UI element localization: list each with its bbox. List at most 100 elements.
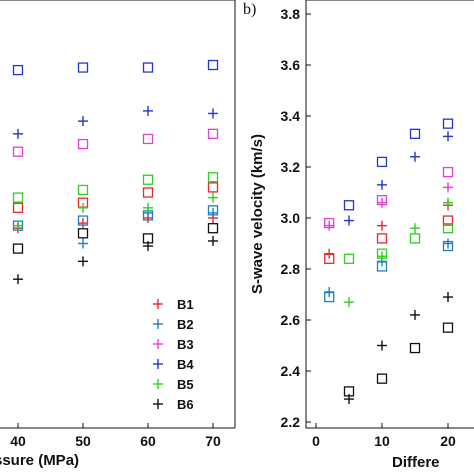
panel-a-point-square-b1 <box>12 202 24 213</box>
legend-item-b4: B4 <box>153 357 194 372</box>
panel-b-point-square-b4 <box>409 128 421 140</box>
panel-a-point-square-b5 <box>142 174 154 185</box>
legend-label-b3: B3 <box>177 337 194 352</box>
panel-a-point-square-b6 <box>12 243 24 254</box>
legend-label-b5: B5 <box>177 377 194 392</box>
legend-label-b1: B1 <box>177 297 194 312</box>
panel-a-axes: 40 50 60 70 ssure (MPa) <box>0 0 236 469</box>
panel-b-point-plus-b1 <box>377 220 387 231</box>
panel-a-point-plus-b6 <box>143 241 153 252</box>
panel-b-point-plus-b6 <box>443 292 453 303</box>
panel-b-point-square-b6 <box>409 342 421 354</box>
panel-b-point-square-b4 <box>376 156 388 168</box>
panel-b-point-plus-b6 <box>344 394 354 405</box>
panel-a-legend: B1 B2 B3 B4 B5 B6 <box>153 297 194 412</box>
panel-b-point-square-b1 <box>376 233 388 244</box>
panel-b-point-square-b1 <box>442 215 454 226</box>
panel-b-label: b) <box>243 1 256 18</box>
panel-a-point-square-b3 <box>12 146 24 157</box>
panel-b-x-tick-label: 10 <box>374 433 390 449</box>
panel-a-points <box>12 59 219 285</box>
panel-b-y-tick-label: 2.4 <box>281 363 301 379</box>
panel-b-point-plus-b4 <box>377 179 387 190</box>
legend-marker-b3 <box>153 339 163 349</box>
panel-b-x-ticks: 0 10 20 <box>312 423 456 449</box>
panel-b-frame <box>305 0 474 429</box>
panel-b-point-plus-b4 <box>410 151 420 162</box>
panel-b-axes: 2.2 2.4 2.6 2.8 3.0 3.2 3.4 3.6 3.8 0 10 20 S-wave… <box>249 0 474 471</box>
legend-marker-b2 <box>153 319 163 329</box>
panel-b-x-axis-label: Differe <box>392 454 440 471</box>
panel-a-x-tick-label: 60 <box>140 433 156 449</box>
panel-a-point-square-b3 <box>207 128 219 140</box>
panel-b-point-square-b4 <box>442 118 454 129</box>
panel-a-point-plus-b5 <box>13 220 23 231</box>
panel-b-y-tick-label: 3.2 <box>281 159 301 175</box>
panel-a-point-plus-b6 <box>13 274 23 285</box>
panel-a-point-square-b4 <box>77 62 89 73</box>
panel-b-x-tick-label: 20 <box>440 433 456 449</box>
panel-b-x-tick-label: 0 <box>312 433 320 449</box>
legend-item-b5: B5 <box>153 377 194 392</box>
panel-b-point-plus-b1 <box>324 248 335 259</box>
panel-b-points <box>324 118 454 405</box>
panel-b-point-plus-b5 <box>344 297 354 308</box>
panel-a-point-plus-b5 <box>78 202 88 213</box>
panel-b-point-plus-b3 <box>443 182 453 193</box>
panel-b-point-plus-b3 <box>377 197 387 208</box>
panel-a-point-plus-b5 <box>143 202 153 213</box>
panel-b-y-tick-label: 3.8 <box>281 6 301 22</box>
panel-b-point-square-b5 <box>442 223 454 234</box>
panel-b-point-plus-b6 <box>377 340 387 351</box>
panel-a-point-plus-b4 <box>13 128 23 139</box>
panel-a-x-tick-label: 40 <box>10 433 26 449</box>
panel-a-point-square-b1 <box>142 187 154 198</box>
panel-a-x-ticks: 40 50 60 70 <box>10 423 221 449</box>
panel-b-y-axis-label: S-wave velocity (km/s) <box>249 134 266 294</box>
panel-b-point-square-b5 <box>343 253 355 264</box>
panel-b-point-square-b4 <box>343 200 355 211</box>
panel-a-point-plus-b6 <box>78 256 88 267</box>
panel-a-point-plus-b4 <box>143 105 153 116</box>
panel-b-y-tick-label: 3.6 <box>281 57 301 73</box>
legend-marker-b1 <box>153 299 163 309</box>
panel-b-y-ticks: 2.2 2.4 2.6 2.8 3.0 3.2 3.4 3.6 3.8 <box>281 6 311 430</box>
legend-item-b2: B2 <box>153 317 194 332</box>
panel-a-point-square-b6 <box>207 223 219 234</box>
panel-a-point-square-b3 <box>142 133 154 145</box>
legend-item-b3: B3 <box>153 337 194 352</box>
panel-a-point-square-b1 <box>207 182 219 193</box>
legend-label-b2: B2 <box>177 317 194 332</box>
panel-b-point-plus-b4 <box>344 215 354 226</box>
panel-b-point-plus-b3 <box>324 220 335 231</box>
panel-b-y-tick-label: 3.0 <box>281 210 301 226</box>
legend-label-b4: B4 <box>177 357 194 372</box>
panel-b-point-square-b6 <box>376 373 388 384</box>
panel-a-point-square-b5 <box>12 192 24 203</box>
panel-b-point-plus-b5 <box>377 251 387 262</box>
panel-b-point-plus-b6 <box>410 309 420 320</box>
panel-b-point-square-b5 <box>409 233 421 244</box>
panel-a-point-square-b5 <box>77 184 89 196</box>
panel-a-point-plus-b5 <box>208 192 218 203</box>
panel-a-point-square-b2 <box>77 215 89 226</box>
panel-b-y-tick-label: 2.6 <box>281 312 301 328</box>
panel-b-y-tick-label: 3.4 <box>281 108 301 124</box>
panel-b-point-square-b3 <box>442 166 454 178</box>
panel-a-point-square-b5 <box>207 172 219 183</box>
panel-a-point-square-b3 <box>77 138 89 150</box>
legend-marker-b6 <box>153 399 163 409</box>
panel-a-point-plus-b6 <box>208 235 218 246</box>
panel-a-point-plus-b1 <box>78 218 88 229</box>
panel-b-point-plus-b5 <box>410 223 420 234</box>
panel-a-point-plus-b4 <box>208 108 218 119</box>
panel-b-point-plus-b4 <box>443 131 453 142</box>
panel-a-point-square-b4 <box>207 59 219 71</box>
panel-b-point-plus-b2 <box>324 286 335 297</box>
panel-b-point-plus-b2 <box>443 238 453 249</box>
legend-item-b1: B1 <box>153 297 194 312</box>
panel-b-y-tick-label: 2.2 <box>281 414 301 430</box>
panel-a-point-square-b6 <box>77 228 89 239</box>
panel-a-x-axis-label: ssure (MPa) <box>0 452 79 469</box>
